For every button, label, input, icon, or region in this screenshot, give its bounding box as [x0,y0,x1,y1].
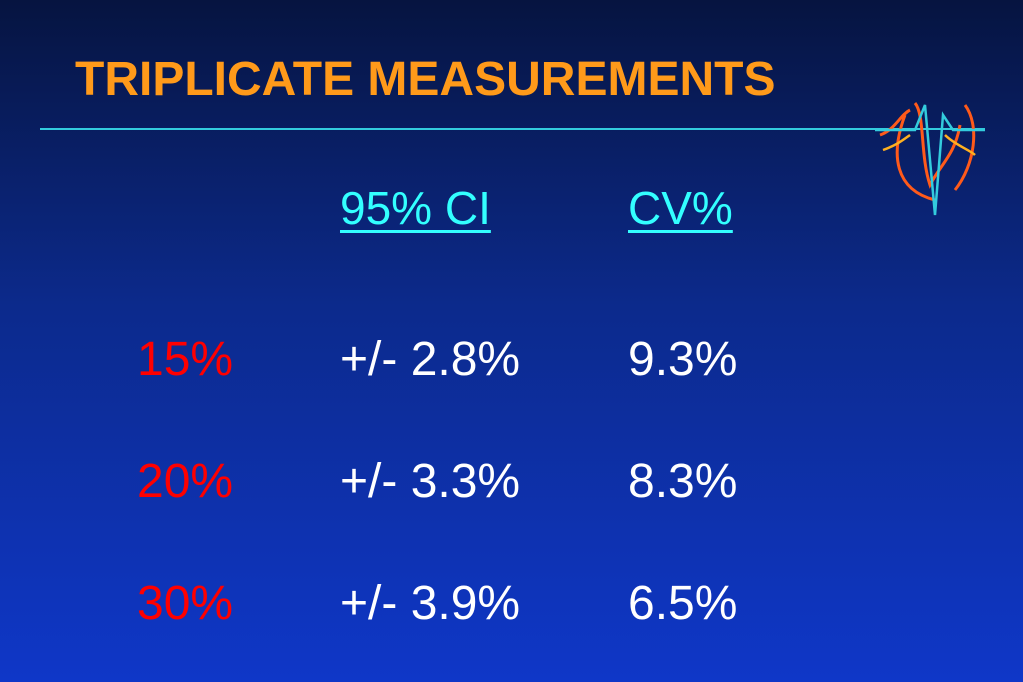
table-cell: +/- 3.9% [340,577,521,630]
row-label: 30% [137,577,234,630]
table-cell: 6.5% [628,577,738,630]
column-header: 95% CI [340,182,491,234]
table-cell: 8.3% [628,455,738,508]
column-header: CV% [628,182,733,234]
logo [875,102,985,216]
row-label: 20% [137,455,234,508]
table-cell: +/- 3.3% [340,455,521,508]
table-cell: 9.3% [628,333,738,386]
row-label: 15% [137,333,234,386]
table-cell: +/- 2.8% [340,333,521,386]
title-rule [40,128,985,130]
slide-title: TRIPLICATE MEASUREMENTS [75,53,776,106]
